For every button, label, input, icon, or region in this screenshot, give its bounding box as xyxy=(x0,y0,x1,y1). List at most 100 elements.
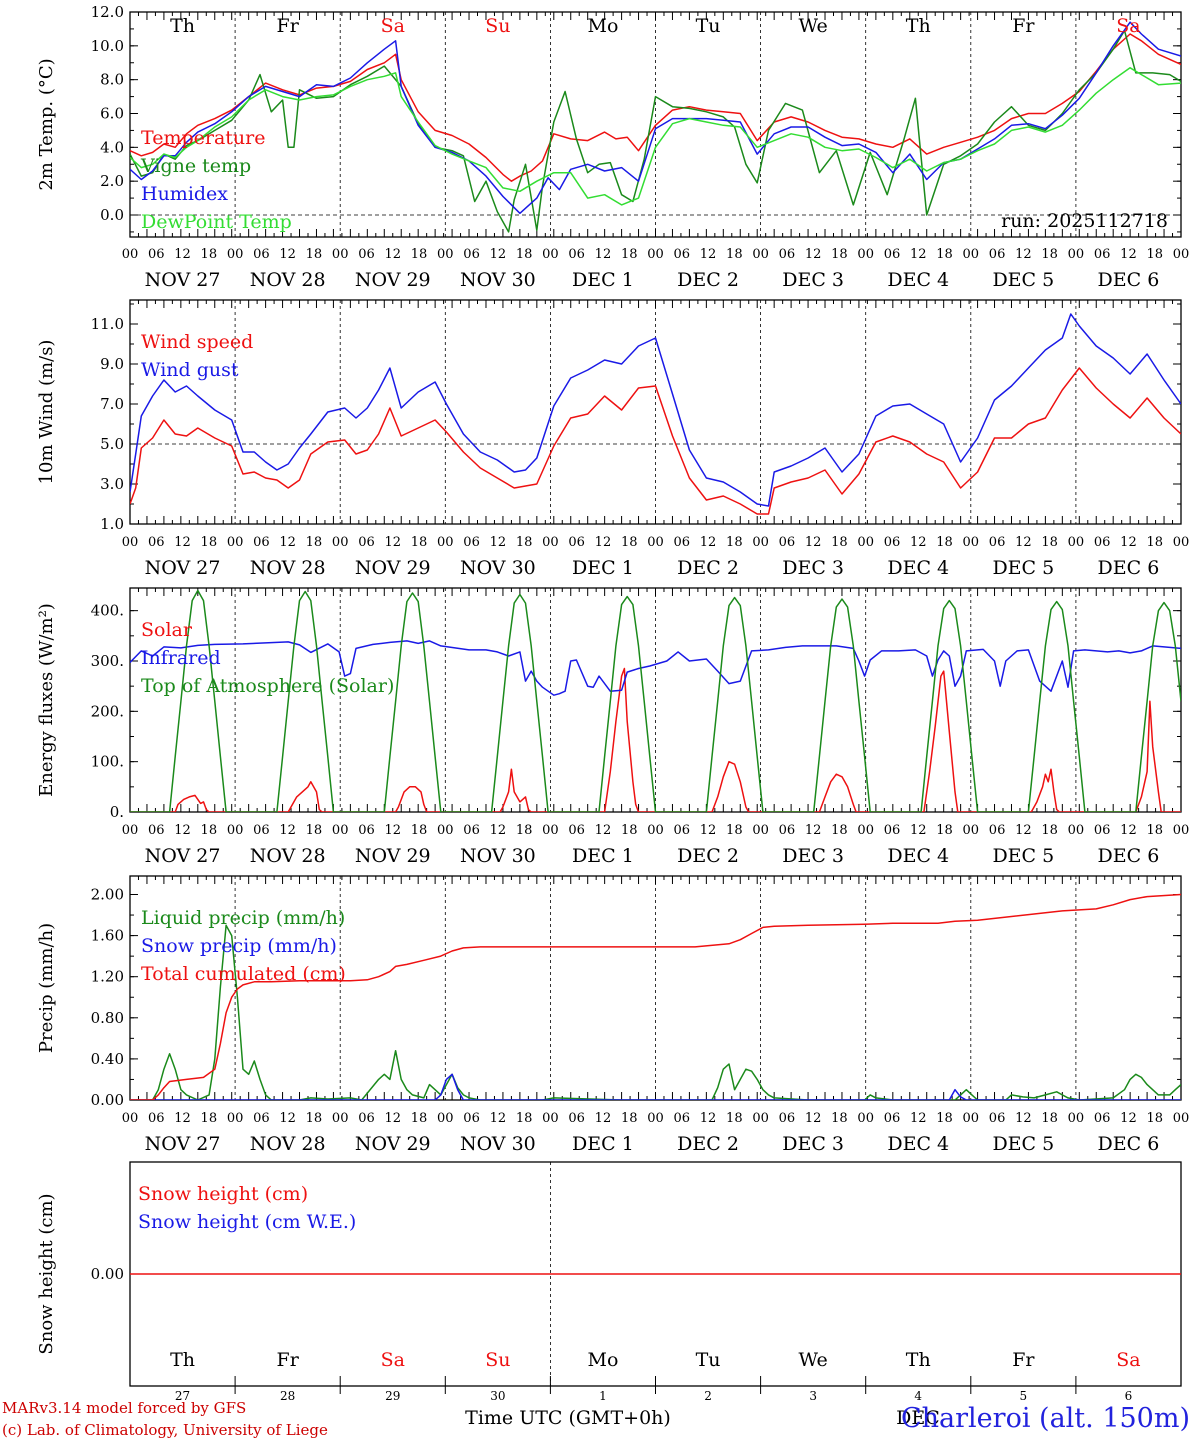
hour-label: 12 xyxy=(1015,823,1032,838)
series-group xyxy=(130,893,1181,1100)
date-label: NOV 28 xyxy=(250,269,326,291)
y-tick-label: 400. xyxy=(91,602,124,620)
y-axis-title: Precip (mm/h) xyxy=(36,923,57,1053)
hour-label: 18 xyxy=(201,247,218,262)
hour-label: 12 xyxy=(1120,823,1137,838)
date-label: NOV 27 xyxy=(145,1133,221,1155)
hour-label: 00 xyxy=(437,247,454,262)
date-label: DEC 3 xyxy=(782,557,844,579)
day-number-label: 2 xyxy=(704,1389,712,1403)
hour-label: 18 xyxy=(621,247,638,262)
date-label: DEC 1 xyxy=(572,845,634,867)
hour-label: 06 xyxy=(148,1111,165,1126)
legend-entry: Liquid precip (mm/h) xyxy=(141,907,345,929)
day-number-label: 3 xyxy=(809,1389,817,1403)
series-line-liquid-precip-mm-h- xyxy=(130,924,1181,1100)
hour-label: 06 xyxy=(779,1111,796,1126)
legend-entry: DewPoint Temp xyxy=(141,211,292,233)
hour-label: 06 xyxy=(674,1111,691,1126)
weekday-label: Tu xyxy=(696,1349,721,1371)
date-label: DEC 2 xyxy=(677,269,739,291)
hour-label: 12 xyxy=(700,823,717,838)
hour-label: 06 xyxy=(568,1111,585,1126)
hour-label: 12 xyxy=(805,1111,822,1126)
hour-label: 06 xyxy=(253,1111,270,1126)
hour-label: 12 xyxy=(1015,247,1032,262)
hour-label: 00 xyxy=(227,1111,244,1126)
y-tick-label: 1.0 xyxy=(100,515,124,533)
hour-label: 00 xyxy=(752,1111,769,1126)
hour-label: 06 xyxy=(358,1111,375,1126)
date-label: DEC 2 xyxy=(677,557,739,579)
hour-label: 00 xyxy=(752,823,769,838)
weekday-label: Th xyxy=(170,1349,195,1371)
y-tick-label: 100. xyxy=(91,753,124,771)
weekday-label: Fr xyxy=(1012,15,1035,37)
hour-label: 00 xyxy=(332,823,349,838)
date-label: NOV 27 xyxy=(145,845,221,867)
y-tick-label: 300. xyxy=(91,652,124,670)
hour-label: 18 xyxy=(1146,535,1163,550)
date-label: DEC 4 xyxy=(887,1133,949,1155)
date-label: DEC 6 xyxy=(1098,557,1160,579)
hour-label: 12 xyxy=(490,247,507,262)
weekday-label: We xyxy=(799,15,828,37)
weekday-label: Th xyxy=(906,15,931,37)
hour-label: 06 xyxy=(568,823,585,838)
hour-label: 06 xyxy=(779,823,796,838)
legend-entry: Snow height (cm) xyxy=(138,1183,308,1205)
hour-label: 00 xyxy=(647,535,664,550)
hour-label: 06 xyxy=(253,247,270,262)
legend-entry: Wind speed xyxy=(141,331,253,353)
hour-label-final: 00 xyxy=(1173,247,1190,262)
hour-label: 18 xyxy=(726,1111,743,1126)
date-label: DEC 6 xyxy=(1098,269,1160,291)
hour-label: 12 xyxy=(1015,1111,1032,1126)
hour-label: 12 xyxy=(384,1111,401,1126)
hour-label: 18 xyxy=(306,247,323,262)
y-tick-label: 11.0 xyxy=(91,315,124,333)
y-tick-label: 0. xyxy=(110,803,124,821)
hour-label: 06 xyxy=(779,535,796,550)
date-label: NOV 29 xyxy=(355,269,431,291)
hour-label: 06 xyxy=(253,823,270,838)
hour-label: 00 xyxy=(1068,1111,1085,1126)
hour-label: 12 xyxy=(805,535,822,550)
hour-label: 12 xyxy=(595,1111,612,1126)
hour-label: 18 xyxy=(201,535,218,550)
hour-label: 00 xyxy=(1068,247,1085,262)
hour-label: 06 xyxy=(674,247,691,262)
hour-label: 06 xyxy=(358,247,375,262)
date-label: NOV 30 xyxy=(460,1133,536,1155)
hour-label: 00 xyxy=(437,1111,454,1126)
hour-label: 12 xyxy=(910,1111,927,1126)
hour-label: 00 xyxy=(647,823,664,838)
y-tick-label: 2.00 xyxy=(91,885,124,903)
series-line-humidex xyxy=(130,21,1181,215)
hour-label: 00 xyxy=(542,823,559,838)
date-label: DEC 5 xyxy=(992,557,1054,579)
date-label: NOV 28 xyxy=(250,1133,326,1155)
hour-label: 06 xyxy=(358,823,375,838)
hour-label: 12 xyxy=(174,535,191,550)
date-label: DEC 4 xyxy=(887,557,949,579)
hour-label: 06 xyxy=(463,1111,480,1126)
hour-label: 18 xyxy=(201,1111,218,1126)
hour-label: 00 xyxy=(1068,823,1085,838)
y-tick-label: 8.0 xyxy=(100,71,124,89)
hour-label: 12 xyxy=(595,535,612,550)
y-tick-label: 0.80 xyxy=(91,1009,124,1027)
run-label: run: 2025112718 xyxy=(1001,210,1168,232)
hour-label: 12 xyxy=(490,1111,507,1126)
model-credit: MARv3.14 model forced by GFS xyxy=(2,1399,246,1417)
hour-label: 12 xyxy=(174,823,191,838)
hour-label: 12 xyxy=(1120,535,1137,550)
hour-label-final: 00 xyxy=(1173,823,1190,838)
hour-label: 06 xyxy=(463,823,480,838)
series-line-total-cumulated-cm- xyxy=(130,893,1181,1100)
hour-label-final: 00 xyxy=(1173,535,1190,550)
hour-label: 18 xyxy=(306,823,323,838)
hour-label: 12 xyxy=(490,823,507,838)
y-tick-label: 1.20 xyxy=(91,968,124,986)
